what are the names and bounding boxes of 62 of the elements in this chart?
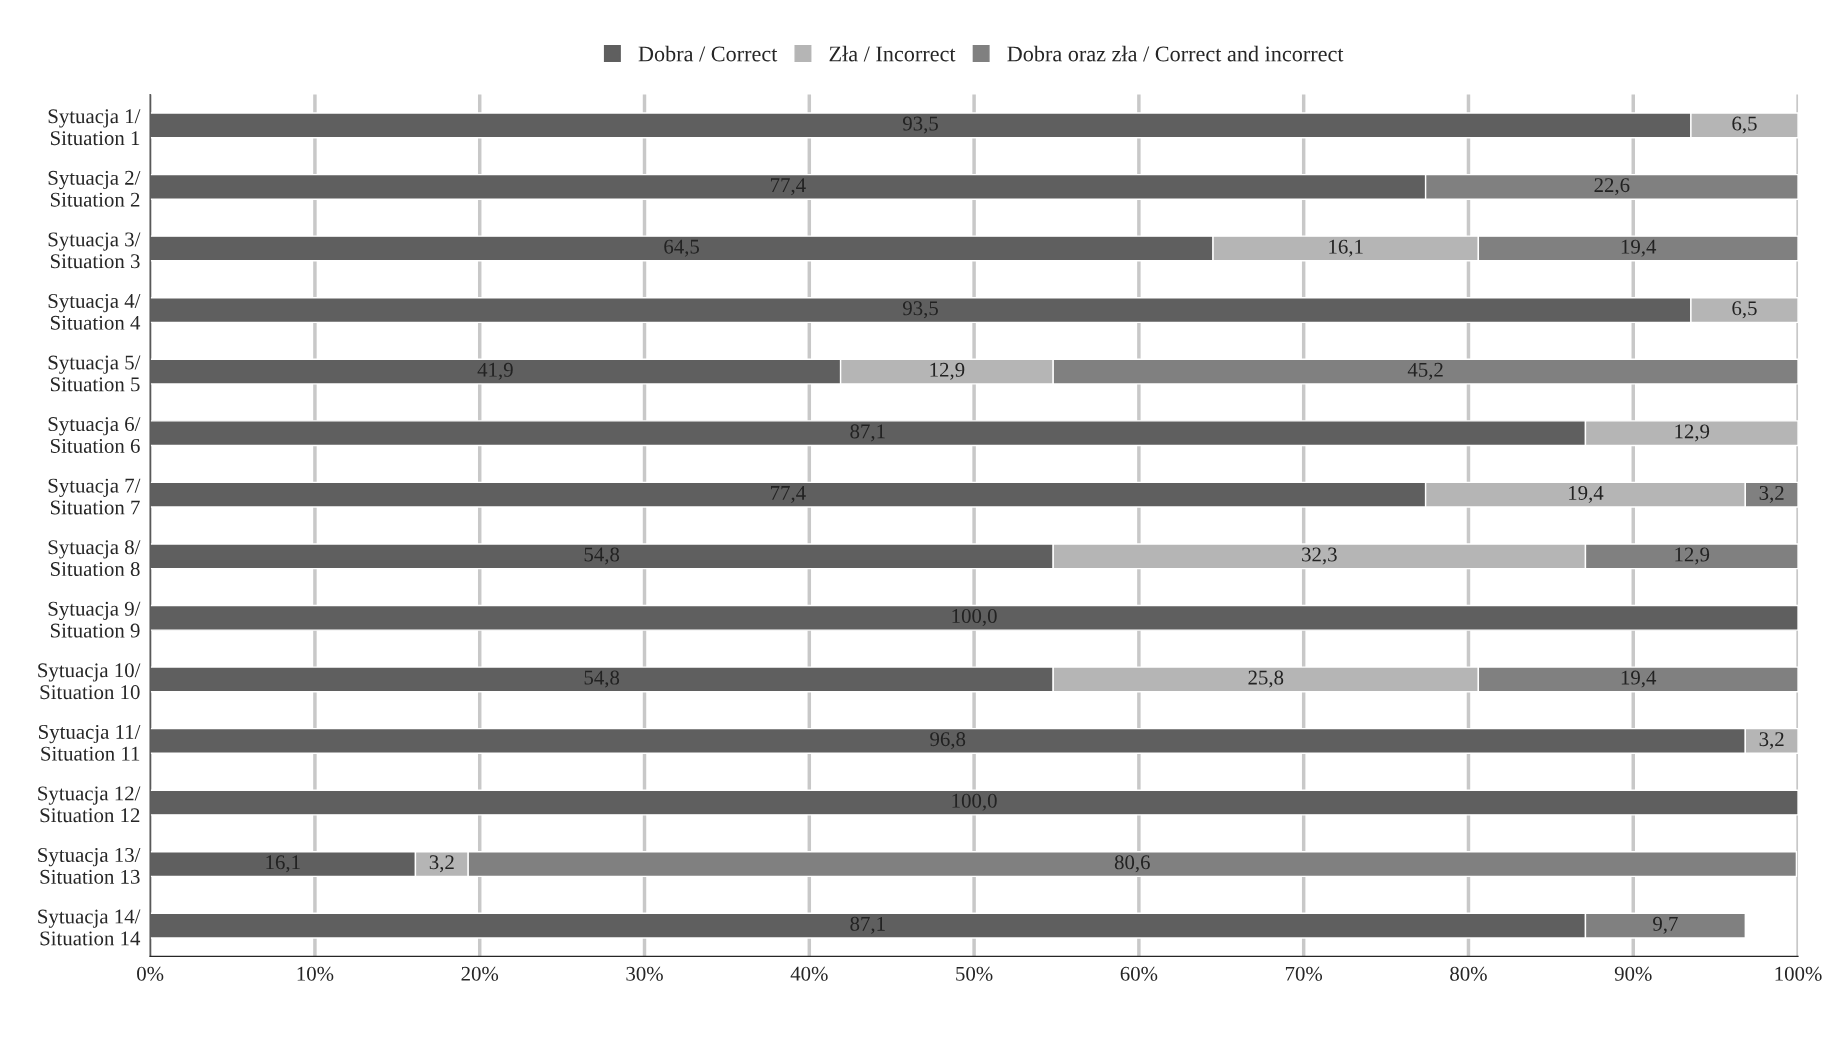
- data-label: 3,2: [1759, 732, 1784, 750]
- y-tick-label: Sytuacja 9/ Situation 9: [48, 601, 141, 638]
- x-tick-label: 80%: [1450, 966, 1487, 981]
- data-label: 87,1: [850, 424, 885, 442]
- data-label: 41,9: [477, 362, 513, 380]
- data-label: 54,8: [584, 670, 620, 688]
- data-label: 96,8: [930, 732, 966, 750]
- y-tick-label: Sytuacja 10/ Situation 10: [38, 663, 141, 700]
- y-tick-label: Sytuacja 8/ Situation 8: [48, 540, 141, 577]
- data-label: 16,1: [266, 855, 300, 873]
- x-tick-label: 40%: [790, 966, 828, 981]
- data-label: 6,5: [1732, 301, 1757, 319]
- y-tick-label: Sytuacja 4/ Situation 4: [48, 293, 141, 330]
- data-label: 16,1: [1329, 239, 1363, 257]
- x-tick-label: 100%: [1775, 966, 1822, 981]
- data-label: 45,2: [1407, 362, 1443, 380]
- data-label: 3,2: [1759, 485, 1784, 503]
- data-label: 19,4: [1621, 239, 1657, 257]
- y-tick-label: Sytuacja 12/ Situation 12: [38, 786, 141, 823]
- data-label: 32,3: [1302, 547, 1337, 565]
- x-tick-label: 60%: [1120, 966, 1158, 981]
- data-label: 54,8: [584, 547, 620, 565]
- x-tick-label: 70%: [1285, 966, 1323, 981]
- data-label: 77,4: [771, 178, 806, 196]
- data-label: 9,7: [1653, 916, 1678, 934]
- data-label: 64,5: [664, 239, 700, 257]
- y-tick-label: Sytuacja 2/ Situation 2: [48, 170, 141, 207]
- y-tick-label: Sytuacja 3/ Situation 3: [48, 232, 141, 269]
- y-tick-label: Sytuacja 13/ Situation 13: [38, 848, 141, 884]
- y-tick-label: Sytuacja 1/ Situation 1: [48, 109, 141, 146]
- data-label: 87,1: [850, 916, 885, 934]
- data-label: 80,6: [1114, 855, 1150, 873]
- x-tick-label: 10%: [297, 966, 334, 981]
- data-label: 22,6: [1594, 178, 1630, 196]
- data-label: 25,8: [1248, 670, 1284, 688]
- legend-label: Dobra / Correct: [638, 45, 778, 62]
- y-tick-label: Sytuacja 5/ Situation 5: [48, 355, 141, 392]
- bar: [150, 604, 1799, 631]
- data-label: 19,4: [1621, 670, 1657, 688]
- data-label: 93,5: [902, 116, 938, 134]
- data-label: 100,0: [952, 793, 997, 811]
- legend-label: Zła / Incorrect: [829, 45, 956, 62]
- data-label: 12,9: [1675, 547, 1710, 565]
- x-tick-label: 90%: [1614, 966, 1652, 981]
- data-label: 6,5: [1732, 116, 1757, 134]
- y-tick-label: Sytuacja 11/ Situation 11: [39, 724, 141, 761]
- x-tick-label: 20%: [461, 966, 499, 981]
- data-label: 100,0: [952, 608, 997, 627]
- data-label: 93,5: [902, 301, 938, 319]
- bar: [150, 789, 1799, 816]
- legend-label: Dobra oraz zła / Correct and incorrect: [1007, 45, 1344, 62]
- y-tick-label: Sytuacja 6/ Situation 6: [48, 417, 141, 453]
- y-tick-label: Sytuacja 14/ Situation 14: [38, 909, 141, 946]
- data-label: 77,4: [771, 486, 806, 503]
- data-label: 19,4: [1569, 485, 1604, 503]
- y-tick-label: Sytuacja 7/ Situation 7: [48, 478, 141, 515]
- x-tick-label: 30%: [626, 966, 663, 981]
- x-tick-label: 0%: [137, 966, 164, 981]
- data-label: 3,2: [429, 855, 454, 873]
- x-tick-label: 50%: [956, 966, 993, 981]
- data-label: 12,9: [930, 362, 965, 380]
- data-label: 12,9: [1675, 424, 1710, 442]
